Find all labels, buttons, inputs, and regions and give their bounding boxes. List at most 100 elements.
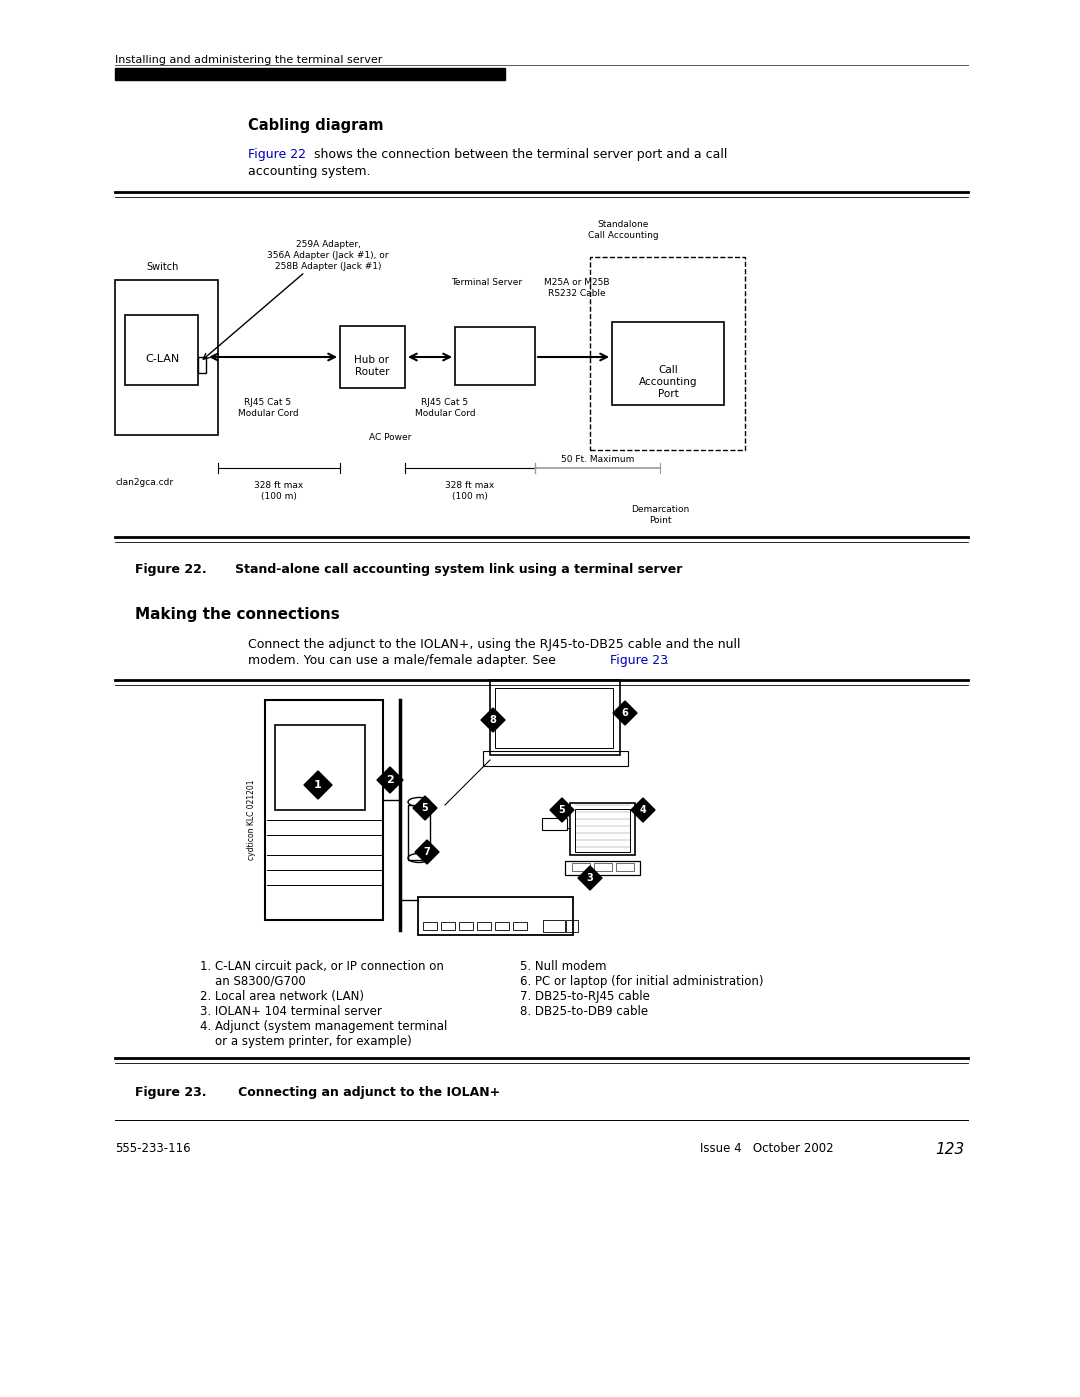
Text: 2. Local area network (LAN): 2. Local area network (LAN) [200, 990, 364, 1003]
Text: RJ45 Cat 5: RJ45 Cat 5 [244, 398, 292, 407]
Text: 7: 7 [423, 847, 430, 856]
Text: shows the connection between the terminal server port and a call: shows the connection between the termina… [310, 148, 727, 161]
Polygon shape [415, 840, 438, 863]
Text: Call Accounting: Call Accounting [588, 231, 659, 240]
Text: 328 ft max: 328 ft max [445, 481, 495, 490]
Text: 7. DB25-to-RJ45 cable: 7. DB25-to-RJ45 cable [519, 990, 650, 1003]
Text: Standalone: Standalone [597, 219, 649, 229]
Text: Demarcation: Demarcation [631, 504, 689, 514]
Text: Accounting: Accounting [638, 377, 698, 387]
Polygon shape [613, 701, 637, 725]
Bar [441, 922, 455, 930]
Bar [459, 922, 473, 930]
Text: 50 Ft. Maximum: 50 Ft. Maximum [561, 455, 634, 464]
Bar [570, 803, 635, 855]
Text: or a system printer, for example): or a system printer, for example) [200, 1035, 411, 1048]
Text: (100 m): (100 m) [453, 492, 488, 502]
Text: accounting system.: accounting system. [248, 165, 370, 177]
Bar [590, 257, 745, 450]
Text: Modular Cord: Modular Cord [415, 409, 475, 418]
Text: 5: 5 [558, 805, 565, 814]
Text: Switch: Switch [147, 263, 179, 272]
Text: Connect the adjunct to the IOLAN+, using the RJ45-to-DB25 cable and the null: Connect the adjunct to the IOLAN+, using… [248, 638, 741, 651]
Text: Issue 4   October 2002: Issue 4 October 2002 [700, 1141, 834, 1155]
Text: modem. You can use a male/female adapter. See: modem. You can use a male/female adapter… [248, 654, 559, 666]
Bar [418, 897, 573, 935]
Text: 259A Adapter,: 259A Adapter, [296, 240, 361, 249]
Bar [566, 921, 578, 932]
Text: Modular Cord: Modular Cord [238, 409, 298, 418]
Bar [612, 321, 724, 405]
Text: an S8300/G700: an S8300/G700 [200, 975, 306, 988]
Text: RJ45 Cat 5: RJ45 Cat 5 [421, 398, 469, 407]
Text: Port: Port [658, 388, 678, 400]
Text: AC Power: AC Power [368, 433, 411, 441]
Bar [594, 863, 612, 870]
Bar [495, 687, 613, 747]
Bar [565, 861, 640, 875]
Polygon shape [377, 767, 403, 793]
Text: 2: 2 [387, 775, 394, 785]
Text: 1: 1 [314, 780, 322, 789]
Text: Figure 23.: Figure 23. [135, 1085, 206, 1099]
Text: Figure 22.: Figure 22. [135, 563, 206, 576]
Polygon shape [413, 796, 437, 820]
Text: cydticon KLC 021201: cydticon KLC 021201 [247, 780, 257, 861]
Polygon shape [481, 708, 505, 732]
Text: 5. Null modem: 5. Null modem [519, 960, 607, 972]
Text: Stand-alone call accounting system link using a terminal server: Stand-alone call accounting system link … [222, 563, 683, 576]
Text: 258B Adapter (Jack #1): 258B Adapter (Jack #1) [274, 263, 381, 271]
Bar [616, 863, 634, 870]
Text: .: . [665, 654, 669, 666]
Text: Figure 23: Figure 23 [610, 654, 669, 666]
Bar [125, 314, 198, 386]
Text: Point: Point [649, 515, 672, 525]
Text: Installing and administering the terminal server: Installing and administering the termina… [114, 54, 382, 66]
Text: 4. Adjunct (system management terminal: 4. Adjunct (system management terminal [200, 1020, 447, 1032]
Polygon shape [550, 798, 573, 821]
Text: 356A Adapter (Jack #1), or: 356A Adapter (Jack #1), or [267, 251, 389, 260]
Text: 6. PC or laptop (for initial administration): 6. PC or laptop (for initial administrat… [519, 975, 764, 988]
Bar [575, 809, 630, 852]
Text: 6: 6 [622, 708, 629, 718]
Text: 3: 3 [586, 873, 593, 883]
Bar [408, 805, 430, 861]
Bar [542, 819, 567, 830]
Bar [455, 327, 535, 386]
Text: Cabling diagram: Cabling diagram [248, 117, 383, 133]
Text: RS232 Cable: RS232 Cable [549, 289, 606, 298]
Text: Call: Call [658, 365, 678, 374]
Bar [477, 922, 491, 930]
Text: clan2gca.cdr: clan2gca.cdr [114, 478, 173, 488]
Bar [265, 700, 383, 921]
Text: Terminal Server: Terminal Server [451, 278, 523, 286]
Bar [114, 68, 505, 80]
Text: C-LAN: C-LAN [145, 353, 179, 365]
Text: Hub or: Hub or [354, 355, 390, 365]
Text: Connecting an adjunct to the IOLAN+: Connecting an adjunct to the IOLAN+ [225, 1085, 500, 1099]
Text: 8: 8 [489, 715, 497, 725]
Bar [572, 863, 590, 870]
Bar [423, 922, 437, 930]
Bar [543, 921, 565, 932]
Bar [275, 725, 365, 810]
Text: 555-233-116: 555-233-116 [114, 1141, 191, 1155]
Text: (100 m): (100 m) [261, 492, 297, 502]
Text: Figure 22: Figure 22 [248, 148, 306, 161]
Text: 8. DB25-to-DB9 cable: 8. DB25-to-DB9 cable [519, 1004, 648, 1018]
Bar [513, 922, 527, 930]
Text: M25A or M25B: M25A or M25B [544, 278, 610, 286]
Text: 4: 4 [639, 805, 646, 814]
Text: 3. IOLAN+ 104 terminal server: 3. IOLAN+ 104 terminal server [200, 1004, 382, 1018]
Bar [198, 358, 206, 373]
Text: 1. C-LAN circuit pack, or IP connection on: 1. C-LAN circuit pack, or IP connection … [200, 960, 444, 972]
Text: 5: 5 [421, 803, 429, 813]
Text: 123: 123 [935, 1141, 964, 1157]
Bar [340, 326, 405, 388]
Bar [495, 922, 509, 930]
Text: 328 ft max: 328 ft max [255, 481, 303, 490]
Text: Router: Router [354, 367, 389, 377]
Bar [114, 279, 218, 434]
Text: Making the connections: Making the connections [135, 608, 340, 622]
Polygon shape [631, 798, 654, 821]
